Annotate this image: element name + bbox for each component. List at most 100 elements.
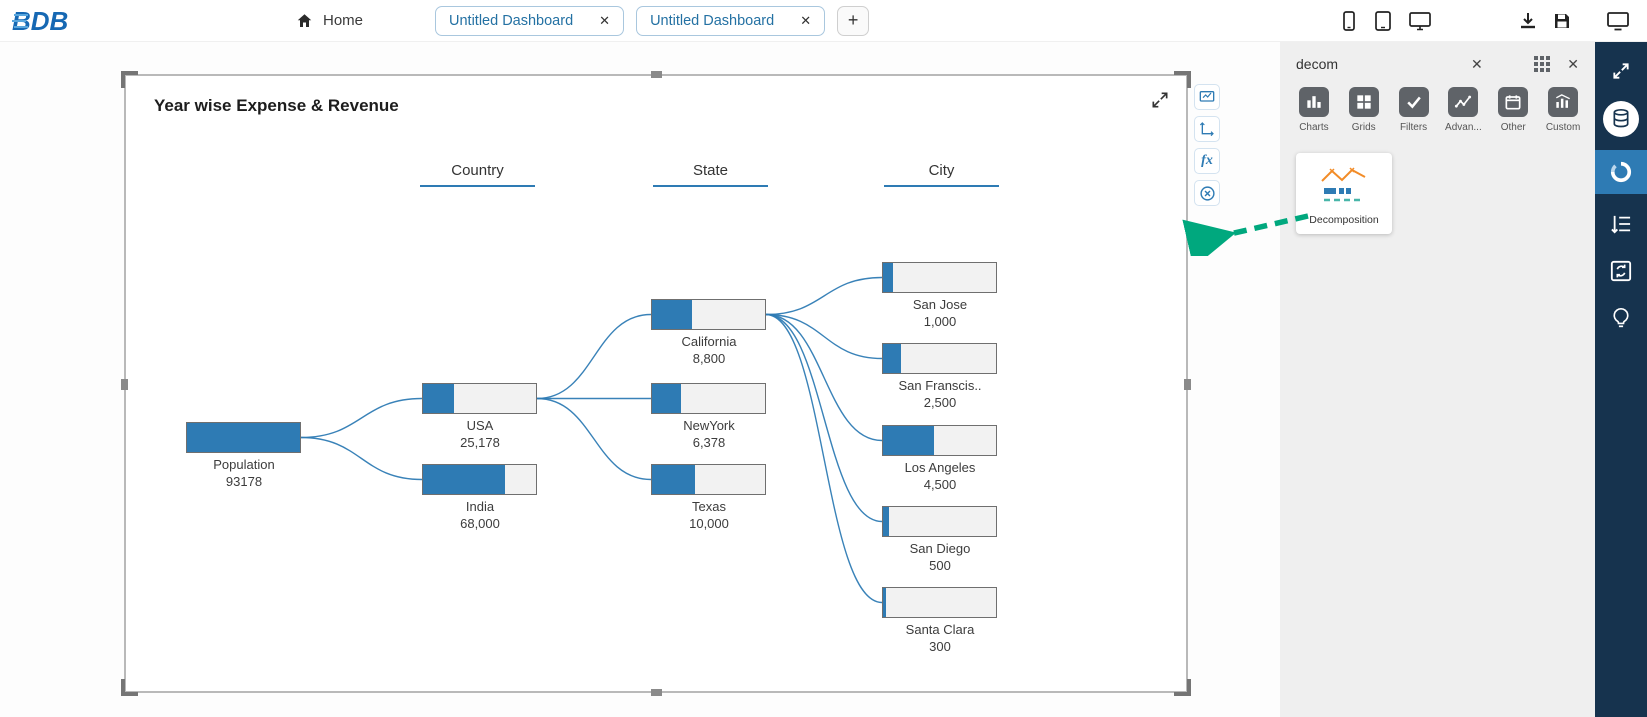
node-label: Texas 10,000 xyxy=(689,499,729,531)
decomposition-tile[interactable]: Decomposition xyxy=(1296,153,1392,234)
category-charts[interactable]: Charts xyxy=(1292,87,1336,133)
category-filters[interactable]: Filters xyxy=(1392,87,1436,133)
edit-chart-button[interactable] xyxy=(1194,84,1220,110)
fx-icon: fx xyxy=(1201,153,1213,168)
axis-icon xyxy=(1199,122,1214,137)
category-label: Grids xyxy=(1351,122,1376,133)
dashboard-tabs: Untitled Dashboard ✕ Untitled Dashboard ✕ + xyxy=(435,5,870,36)
sync-button[interactable] xyxy=(1603,254,1639,288)
preview-tablet-button[interactable] xyxy=(1370,8,1396,34)
node-label: USA 25,178 xyxy=(460,418,500,450)
chart-widget[interactable]: Year wise Expense & Revenue Country State… xyxy=(121,71,1191,696)
resize-handle-right[interactable] xyxy=(1184,378,1191,390)
charts-panel-button[interactable] xyxy=(1595,150,1647,194)
close-panel-button[interactable]: ✕ xyxy=(1567,55,1579,72)
resize-handle-top-right[interactable] xyxy=(1174,71,1191,88)
category-other[interactable]: Other xyxy=(1491,87,1535,133)
close-tab-icon[interactable]: ✕ xyxy=(800,13,812,28)
category-grids[interactable]: Grids xyxy=(1342,87,1386,133)
full-preview-button[interactable] xyxy=(1604,8,1632,34)
custom-chart-icon xyxy=(1548,87,1579,117)
right-rail xyxy=(1595,42,1647,717)
node-label: San Jose 1,000 xyxy=(912,297,968,329)
axis-settings-button[interactable] xyxy=(1194,116,1220,142)
tree-node-texas[interactable]: Texas 10,000 xyxy=(651,464,766,533)
data-source-button[interactable] xyxy=(1603,101,1639,137)
tree-node-india[interactable]: India 68,000 xyxy=(422,464,537,533)
resize-handle-bottom[interactable] xyxy=(651,689,662,696)
bdb-logo[interactable]: BDB xyxy=(10,4,105,38)
save-button[interactable] xyxy=(1550,9,1574,33)
component-search-input[interactable] xyxy=(1296,56,1471,72)
hierarchy-button[interactable] xyxy=(1603,207,1639,241)
resize-handle-left[interactable] xyxy=(121,378,128,390)
expand-panel-button[interactable] xyxy=(1603,54,1639,88)
tree-node-california[interactable]: California 8,800 xyxy=(651,299,766,368)
expand-icon xyxy=(1613,63,1629,79)
tree-node-sanfrancisco[interactable]: San Franscis.. 2,500 xyxy=(882,343,997,412)
desktop-icon xyxy=(1409,11,1431,30)
tree-node-sandiego[interactable]: San Diego 500 xyxy=(882,506,997,575)
dashboard-tab-1[interactable]: Untitled Dashboard ✕ xyxy=(435,5,625,36)
category-custom[interactable]: Custom xyxy=(1541,87,1585,133)
formula-button[interactable]: fx xyxy=(1194,148,1220,174)
resize-handle-top-left[interactable] xyxy=(121,71,138,88)
node-label: Los Angeles 4,500 xyxy=(904,460,976,492)
decomposition-tile-label: Decomposition xyxy=(1309,214,1379,226)
node-label: Population 93178 xyxy=(213,457,275,489)
grid-view-icon xyxy=(1534,56,1551,72)
home-nav[interactable]: Home xyxy=(295,12,363,30)
home-icon xyxy=(297,13,312,27)
node-bar xyxy=(882,343,997,374)
insights-button[interactable] xyxy=(1603,301,1639,335)
node-bar xyxy=(186,422,301,453)
grid-view-button[interactable] xyxy=(1533,55,1551,73)
tree-node-losangeles[interactable]: Los Angeles 4,500 xyxy=(882,425,997,494)
column-header-country: Country xyxy=(420,162,535,187)
clear-search-button[interactable]: ✕ xyxy=(1471,55,1483,72)
download-button[interactable] xyxy=(1516,9,1540,33)
lightbulb-icon xyxy=(1613,307,1629,328)
resize-handle-bottom-right[interactable] xyxy=(1174,679,1191,696)
widget-title: Year wise Expense & Revenue xyxy=(154,96,399,115)
node-bar xyxy=(882,506,997,537)
node-label: Santa Clara 300 xyxy=(905,622,975,654)
close-tab-icon[interactable]: ✕ xyxy=(599,13,611,28)
resize-handle-bottom-left[interactable] xyxy=(121,679,138,696)
mobile-icon xyxy=(1343,10,1355,31)
decomposition-chart-icon xyxy=(1321,167,1366,202)
node-bar xyxy=(882,425,997,456)
grid-icon xyxy=(1348,87,1379,117)
preview-desktop-button[interactable] xyxy=(1406,8,1434,34)
database-icon xyxy=(1613,109,1629,128)
node-label: India 68,000 xyxy=(460,499,500,531)
topbar-actions xyxy=(1338,8,1647,34)
node-bar xyxy=(651,299,766,330)
category-label: Advan... xyxy=(1445,122,1482,133)
component-categories: Charts Grids Filters Advan... Other Custom xyxy=(1280,81,1595,133)
column-header-city: City xyxy=(884,162,999,187)
tab-label: Untitled Dashboard xyxy=(650,12,775,29)
tree-node-santaclara[interactable]: Santa Clara 300 xyxy=(882,587,997,656)
widget-expand-button[interactable] xyxy=(1150,90,1170,113)
category-advan[interactable]: Advan... xyxy=(1441,87,1485,133)
download-icon xyxy=(1521,12,1535,28)
tree-node-newyork[interactable]: NewYork 6,378 xyxy=(651,383,766,452)
sync-box-icon xyxy=(1610,260,1632,282)
resize-handle-top[interactable] xyxy=(651,71,662,78)
tree-node-population[interactable]: Population 93178 xyxy=(186,422,301,491)
remove-widget-button[interactable] xyxy=(1194,180,1220,206)
monitor-icon xyxy=(1607,11,1629,30)
dashboard-tab-2[interactable]: Untitled Dashboard ✕ xyxy=(636,5,826,36)
preview-mobile-button[interactable] xyxy=(1338,8,1360,34)
column-header-state: State xyxy=(653,162,768,187)
save-icon xyxy=(1555,13,1569,28)
node-bar xyxy=(882,587,997,618)
tree-node-sanjose[interactable]: San Jose 1,000 xyxy=(882,262,997,331)
tree-node-usa[interactable]: USA 25,178 xyxy=(422,383,537,452)
edit-chart-icon xyxy=(1199,91,1215,102)
add-tab-button[interactable]: + xyxy=(837,5,870,36)
topbar: BDB Home Untitled Dashboard ✕ Untitled Das… xyxy=(0,0,1647,42)
category-label: Charts xyxy=(1299,122,1329,133)
node-label: NewYork 6,378 xyxy=(683,418,735,450)
